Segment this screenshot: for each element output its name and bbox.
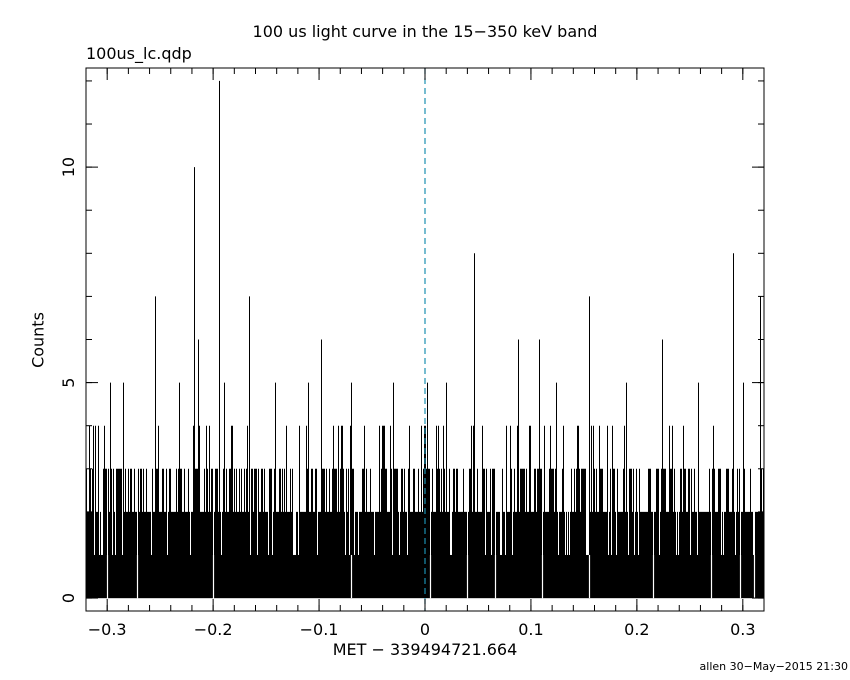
x-axis-label: MET − 339494721.664 (332, 640, 518, 659)
chart-title: 100 us light curve in the 15−350 keV ban… (252, 22, 598, 41)
x-tick-label: 0 (420, 620, 430, 639)
y-tick-label: 10 (59, 157, 78, 177)
x-tick-label: −0.3 (88, 620, 127, 639)
axis-ticks (85, 68, 765, 611)
x-tick-label: 0.3 (730, 620, 755, 639)
footer-stamp: allen 30−May−2015 21:30 (699, 660, 848, 673)
y-tick-label: 5 (59, 378, 78, 388)
chart-subtitle: 100us_lc.qdp (86, 44, 192, 63)
x-tick-label: −0.2 (194, 620, 233, 639)
y-tick-label: 0 (59, 593, 78, 603)
x-tick-label: −0.1 (300, 620, 339, 639)
x-tick-label: 0.2 (624, 620, 649, 639)
y-axis-label: Counts (28, 312, 48, 368)
x-tick-label: 0.1 (518, 620, 543, 639)
axis-tick-labels: −0.3 −0.2 −0.1 0 0.1 0.2 0.3 0 5 10 (59, 157, 756, 639)
